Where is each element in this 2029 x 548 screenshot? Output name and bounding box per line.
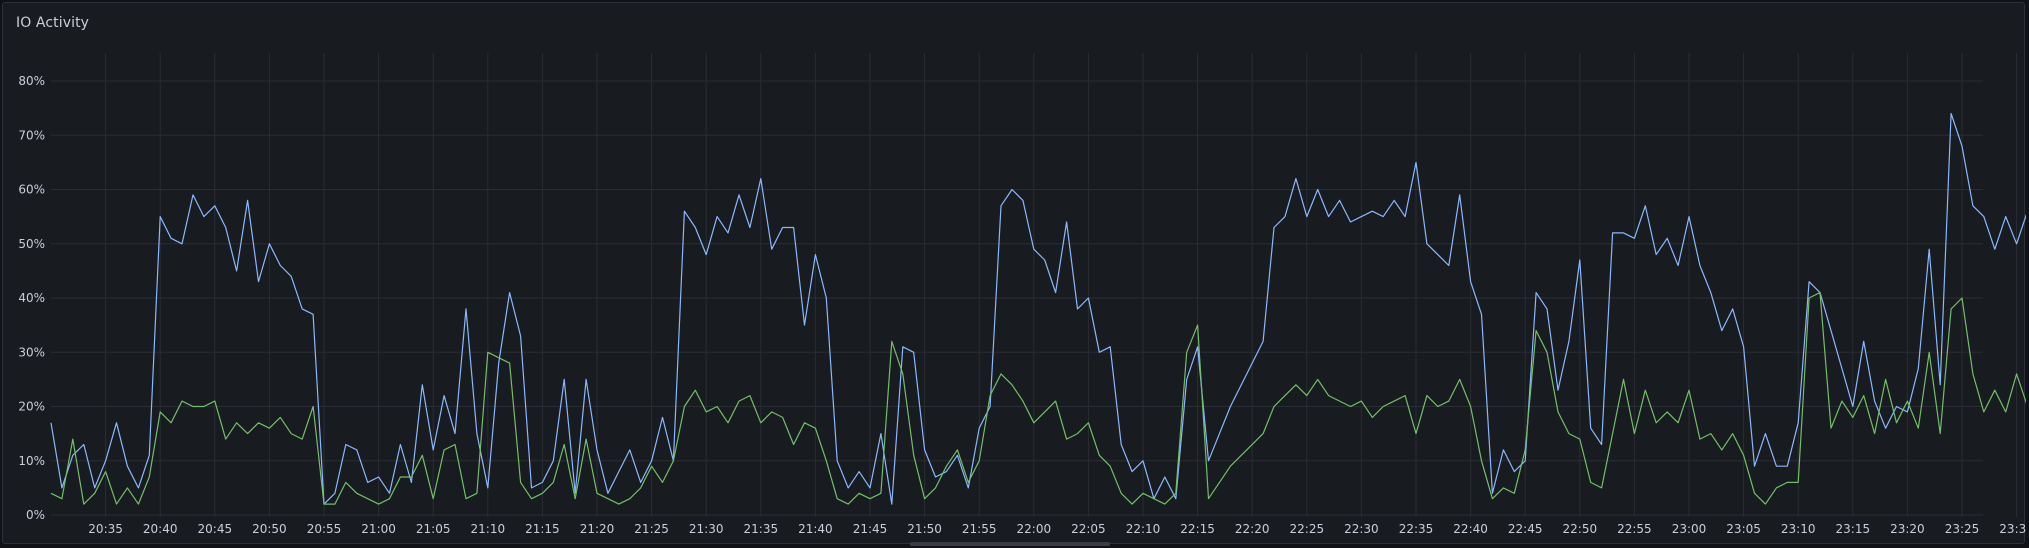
y-tick-label: 10%	[18, 454, 45, 468]
x-tick-label: 22:50	[1563, 522, 1598, 536]
x-tick-label: 20:45	[198, 522, 233, 536]
x-tick-label: 21:35	[744, 522, 779, 536]
x-tick-label: 21:55	[962, 522, 997, 536]
io-activity-chart: 0%10%20%30%40%50%60%70%80% 20:35 20:40 20:…	[18, 53, 2026, 536]
y-tick-label: 70%	[18, 128, 45, 142]
time-scrollbar[interactable]	[910, 542, 1110, 546]
x-tick-label: 21:40	[798, 522, 833, 536]
x-tick-label: 22:55	[1617, 522, 1652, 536]
x-tick-label: 21:05	[416, 522, 451, 536]
y-tick-label: 80%	[18, 74, 45, 88]
x-tick-label: 23:25	[1945, 522, 1980, 536]
x-tick-label: 23:20	[1890, 522, 1925, 536]
x-tick-label: 22:35	[1399, 522, 1434, 536]
x-tick-label: 23:10	[1781, 522, 1816, 536]
y-tick-label: 30%	[18, 345, 45, 359]
x-tick-label: 21:45	[853, 522, 888, 536]
chart-grid	[51, 53, 2018, 517]
x-tick-label: 23:00	[1672, 522, 1707, 536]
x-tick-label: 22:25	[1290, 522, 1325, 536]
x-tick-label: 20:40	[143, 522, 178, 536]
y-tick-label: 50%	[18, 237, 45, 251]
x-tick-label: 22:00	[1017, 522, 1052, 536]
x-tick-label: 20:50	[252, 522, 287, 536]
y-tick-label: 60%	[18, 183, 45, 197]
y-axis: 0% 10% 20% 30% 40% 50% 60% 70% 80%	[18, 74, 45, 522]
x-tick-label: 22:05	[1071, 522, 1106, 536]
x-tick-label: 22:40	[1453, 522, 1488, 536]
x-tick-label: 21:25	[634, 522, 669, 536]
x-tick-label: 21:50	[907, 522, 942, 536]
x-axis: 20:35 20:40 20:45 20:50 20:55 21:00 21:05 21:10…	[88, 522, 2026, 536]
x-tick-label: 21:15	[525, 522, 560, 536]
y-tick-label: 0%	[26, 508, 45, 522]
series-line-blue[interactable]	[50, 112, 2026, 505]
y-tick-label: 40%	[18, 291, 45, 305]
x-tick-label: 23:05	[1726, 522, 1761, 536]
x-tick-label: 22:45	[1508, 522, 1543, 536]
x-tick-label: 23:15	[1836, 522, 1871, 536]
x-tick-label: 22:10	[1126, 522, 1161, 536]
x-tick-label: 22:30	[1344, 522, 1379, 536]
series-line-green[interactable]	[50, 292, 2026, 505]
panel-title[interactable]: IO Activity	[16, 15, 90, 31]
x-tick-label: 21:10	[471, 522, 506, 536]
y-tick-label: 20%	[18, 400, 45, 414]
chart-series	[50, 112, 2026, 505]
x-tick-label: 20:35	[88, 522, 123, 536]
x-tick-label: 23:30	[1999, 522, 2026, 536]
x-tick-label: 21:30	[689, 522, 724, 536]
x-tick-label: 22:15	[1180, 522, 1215, 536]
x-tick-label: 22:20	[1235, 522, 1270, 536]
x-tick-label: 20:55	[307, 522, 342, 536]
x-tick-label: 21:20	[580, 522, 615, 536]
x-tick-label: 21:00	[361, 522, 396, 536]
